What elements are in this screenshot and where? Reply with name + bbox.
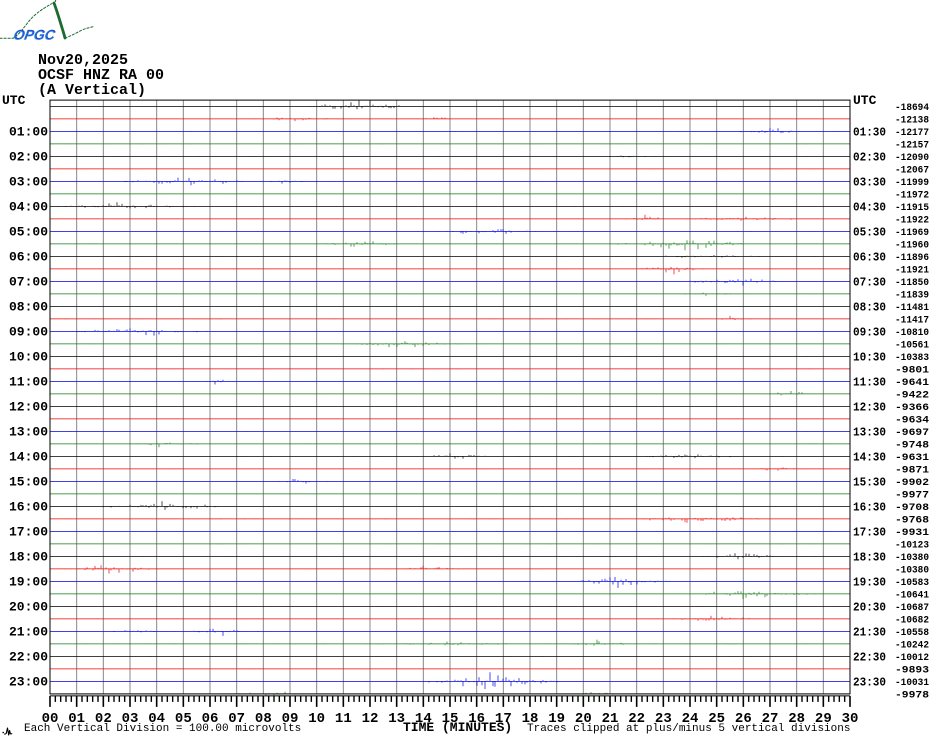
svg-text:-11972: -11972 (895, 191, 929, 202)
svg-text:02:00: 02:00 (9, 150, 48, 165)
svg-text:-9366: -9366 (895, 403, 929, 414)
svg-text:-10380: -10380 (895, 566, 929, 577)
svg-text:-9893: -9893 (895, 666, 929, 677)
svg-text:-11921: -11921 (895, 266, 929, 277)
svg-text:-10012: -10012 (895, 653, 929, 664)
svg-text:-10583: -10583 (895, 578, 929, 589)
svg-text:11:00: 11:00 (9, 375, 48, 390)
svg-text:08:30: 08:30 (853, 301, 886, 315)
svg-text:-12090: -12090 (895, 153, 929, 164)
svg-text:13:00: 13:00 (9, 425, 48, 440)
svg-text:-12177: -12177 (895, 128, 929, 139)
svg-text:-10123: -10123 (895, 541, 929, 552)
svg-text:-9978: -9978 (895, 691, 929, 702)
svg-text:12:00: 12:00 (9, 400, 48, 415)
svg-text:06:30: 06:30 (853, 251, 886, 265)
svg-text:17:30: 17:30 (853, 526, 886, 540)
svg-text:-12067: -12067 (895, 166, 929, 177)
svg-text:04:00: 04:00 (9, 200, 48, 215)
svg-text:-9931: -9931 (895, 528, 929, 539)
svg-text:10: 10 (308, 711, 325, 727)
svg-text:16:00: 16:00 (9, 500, 48, 515)
svg-text:-10682: -10682 (895, 616, 929, 627)
svg-text:12: 12 (362, 711, 379, 727)
svg-text:-10558: -10558 (895, 628, 929, 639)
svg-text:11:30: 11:30 (853, 376, 886, 390)
svg-text:01:30: 01:30 (853, 126, 886, 140)
svg-text:-11915: -11915 (895, 203, 929, 214)
svg-text:-11896: -11896 (895, 253, 929, 264)
svg-text:-9871: -9871 (895, 466, 929, 477)
svg-text:03:00: 03:00 (9, 175, 48, 190)
svg-text:-9422: -9422 (895, 391, 929, 402)
svg-text:22:00: 22:00 (9, 650, 48, 665)
svg-text:02:30: 02:30 (853, 151, 886, 165)
svg-text:-11960: -11960 (895, 241, 929, 252)
svg-text:-12138: -12138 (895, 116, 929, 127)
svg-text:23:30: 23:30 (853, 676, 886, 690)
svg-text:-10687: -10687 (895, 603, 929, 614)
svg-text:-9634: -9634 (895, 416, 929, 427)
svg-text:UTC: UTC (853, 93, 877, 108)
svg-text:17:00: 17:00 (9, 525, 48, 540)
svg-text:-10031: -10031 (895, 678, 929, 689)
svg-text:-10380: -10380 (895, 553, 929, 564)
svg-text:-10242: -10242 (895, 641, 929, 652)
svg-text:-10641: -10641 (895, 591, 929, 602)
svg-text:09:30: 09:30 (853, 326, 886, 340)
svg-text:10:00: 10:00 (9, 350, 48, 365)
svg-text:-9801: -9801 (895, 366, 929, 377)
svg-text:UTC: UTC (2, 93, 26, 108)
svg-text:19:30: 19:30 (853, 576, 886, 590)
svg-text:-11969: -11969 (895, 228, 929, 239)
svg-text:07:30: 07:30 (853, 276, 886, 290)
svg-text:-11850: -11850 (895, 278, 929, 289)
svg-text:09:00: 09:00 (9, 325, 48, 340)
svg-text:04:30: 04:30 (853, 201, 886, 215)
svg-text:10:30: 10:30 (853, 351, 886, 365)
svg-text:11: 11 (335, 711, 352, 727)
svg-text:-9748: -9748 (895, 441, 929, 452)
svg-text:-9977: -9977 (895, 491, 929, 502)
svg-text:-11839: -11839 (895, 291, 929, 302)
svg-text:-11417: -11417 (895, 316, 929, 327)
svg-text:21:30: 21:30 (853, 626, 886, 640)
svg-text:05:30: 05:30 (853, 226, 886, 240)
svg-text:15:00: 15:00 (9, 475, 48, 490)
svg-text:14:30: 14:30 (853, 451, 886, 465)
svg-text:06:00: 06:00 (9, 250, 48, 265)
svg-text:20:30: 20:30 (853, 601, 886, 615)
svg-text:14:00: 14:00 (9, 450, 48, 465)
svg-text:19:00: 19:00 (9, 575, 48, 590)
svg-text:-9768: -9768 (895, 516, 929, 527)
svg-text:03:30: 03:30 (853, 176, 886, 190)
svg-text:18:30: 18:30 (853, 551, 886, 565)
svg-text:-11999: -11999 (895, 178, 929, 189)
svg-text:22:30: 22:30 (853, 651, 886, 665)
svg-text:-11922: -11922 (895, 216, 929, 227)
svg-text:12:30: 12:30 (853, 401, 886, 415)
svg-text:05:00: 05:00 (9, 225, 48, 240)
svg-text:21:00: 21:00 (9, 625, 48, 640)
svg-text:08:00: 08:00 (9, 300, 48, 315)
svg-text:20:00: 20:00 (9, 600, 48, 615)
svg-text:-10810: -10810 (895, 328, 929, 339)
svg-text:-18694: -18694 (895, 103, 929, 114)
svg-text:-10383: -10383 (895, 353, 929, 364)
svg-text:-9902: -9902 (895, 478, 929, 489)
svg-text:23:00: 23:00 (9, 675, 48, 690)
svg-text:18:00: 18:00 (9, 550, 48, 565)
svg-text:-10561: -10561 (895, 341, 929, 352)
svg-text:15:30: 15:30 (853, 476, 886, 490)
svg-text:-12157: -12157 (895, 141, 929, 152)
svg-text:-9708: -9708 (895, 503, 929, 514)
svg-text:-9631: -9631 (895, 453, 929, 464)
svg-text:01:00: 01:00 (9, 125, 48, 140)
svg-text:-11481: -11481 (895, 303, 929, 314)
svg-text:07:00: 07:00 (9, 275, 48, 290)
svg-text:16:30: 16:30 (853, 501, 886, 515)
svg-text:-9697: -9697 (895, 428, 929, 439)
svg-text:-9641: -9641 (895, 378, 929, 389)
svg-text:13:30: 13:30 (853, 426, 886, 440)
